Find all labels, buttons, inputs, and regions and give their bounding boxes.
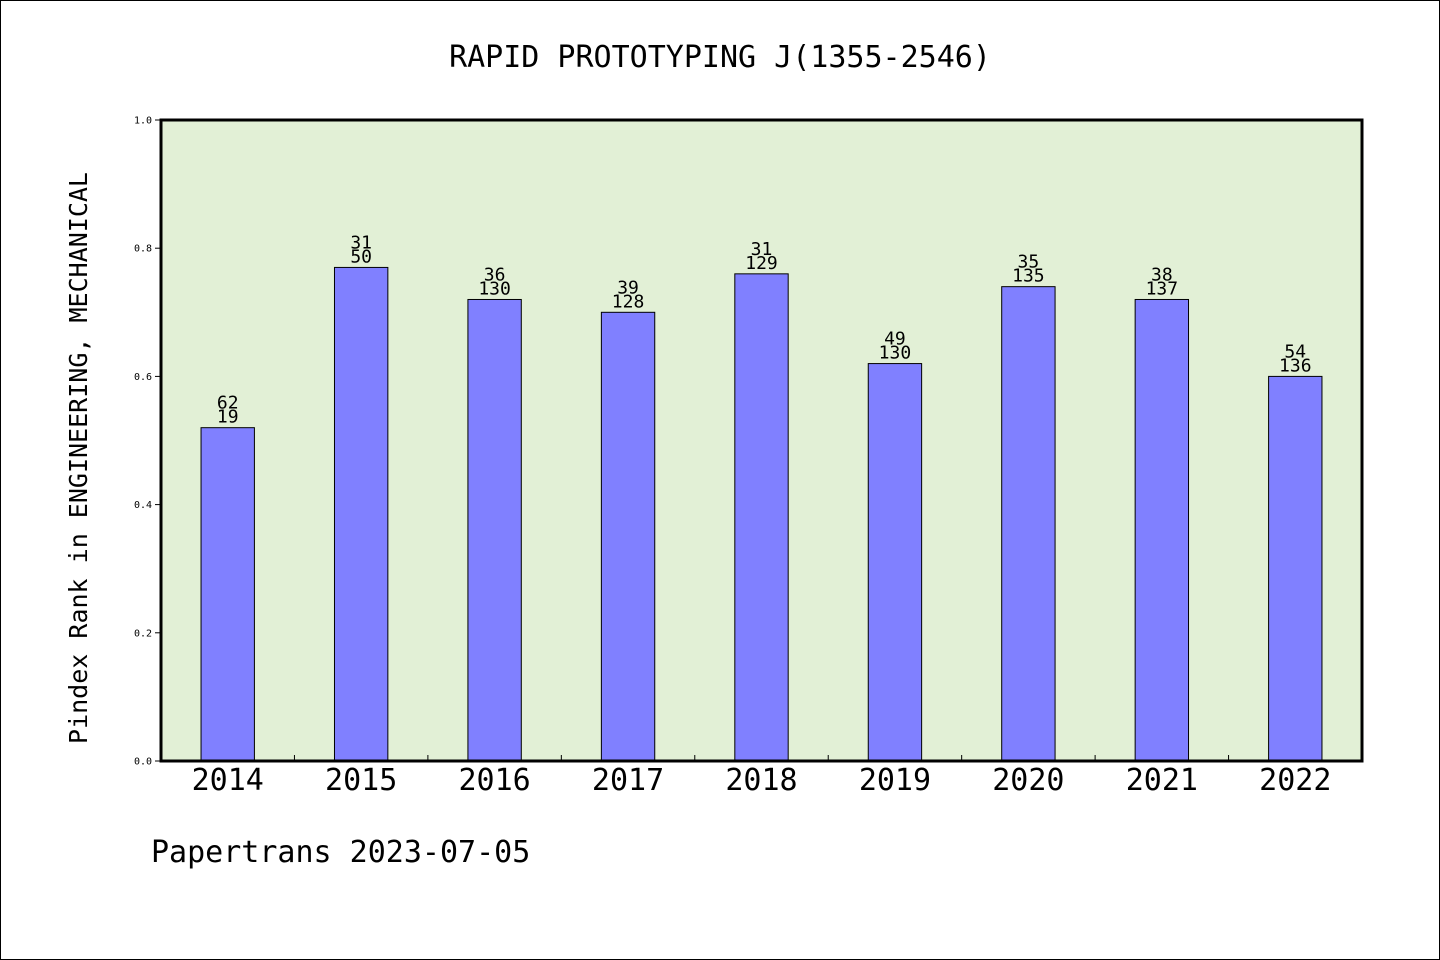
bar (867, 363, 923, 762)
y-tick-label: 0.6 (134, 372, 152, 383)
bar (467, 298, 522, 762)
bar-label-bottom: 128 (612, 291, 645, 312)
x-axis-ticks: 2014 2015 2016 2017 2018 2019 2020 2021 2022 (192, 755, 1331, 798)
bar-label-bottom: 136 (1279, 355, 1312, 376)
x-tick-label: 2018 (725, 763, 797, 798)
bar (200, 427, 255, 762)
bar-label-top: 31 (350, 232, 372, 253)
y-axis-ticks: 0.0 0.2 0.4 0.6 0.8 1.0 (134, 116, 161, 768)
x-tick-label: 2015 (325, 763, 397, 798)
bar-label-top: 31 (751, 239, 773, 260)
x-tick-label: 2021 (1126, 763, 1198, 798)
bar-label-bottom: 130 (879, 343, 912, 364)
plot-border (159, 118, 1364, 763)
bar (1268, 375, 1323, 762)
x-tick-label: 2017 (592, 763, 664, 798)
chart-title: RAPID PROTOTYPING J(1355-2546) (449, 40, 991, 75)
bar-label-bottom: 50 (350, 246, 372, 267)
x-tick-label: 2016 (458, 763, 530, 798)
bar-label-top: 35 (1018, 252, 1040, 273)
bar-label-bottom: 130 (478, 278, 511, 299)
x-tick-label: 2019 (859, 763, 931, 798)
footer-credit: Papertrans 2023-07-05 (151, 835, 531, 870)
bar (600, 311, 656, 762)
bar-label-top: 38 (1151, 264, 1173, 285)
y-tick-label: 0.8 (134, 244, 152, 255)
y-tick-label: 0.2 (134, 628, 152, 639)
y-axis-label: Pindex Rank in ENGINEERING, MECHANICAL (64, 172, 93, 744)
bars (200, 266, 1323, 762)
y-tick-label: 0.4 (134, 500, 152, 511)
bar-label-top: 36 (484, 264, 506, 285)
bar (1134, 298, 1190, 762)
bar-label-top: 39 (617, 277, 639, 298)
bar-label-bottom: 137 (1146, 278, 1179, 299)
x-tick-label: 2014 (192, 763, 264, 798)
x-tick-label: 2022 (1259, 763, 1331, 798)
bar-label-top: 62 (217, 393, 239, 414)
x-tick-label: 2020 (992, 763, 1064, 798)
bar (734, 273, 789, 762)
bar-label-top: 54 (1284, 341, 1306, 362)
bar-label-bottom: 129 (745, 253, 778, 274)
bar-label-top: 49 (884, 329, 906, 350)
y-tick-label: 1.0 (134, 116, 152, 127)
bar-label-bottom: 135 (1012, 266, 1045, 287)
bar-label-bottom: 19 (217, 407, 239, 428)
bar (1001, 286, 1056, 762)
bar (333, 266, 389, 762)
y-tick-label: 0.0 (134, 757, 152, 768)
